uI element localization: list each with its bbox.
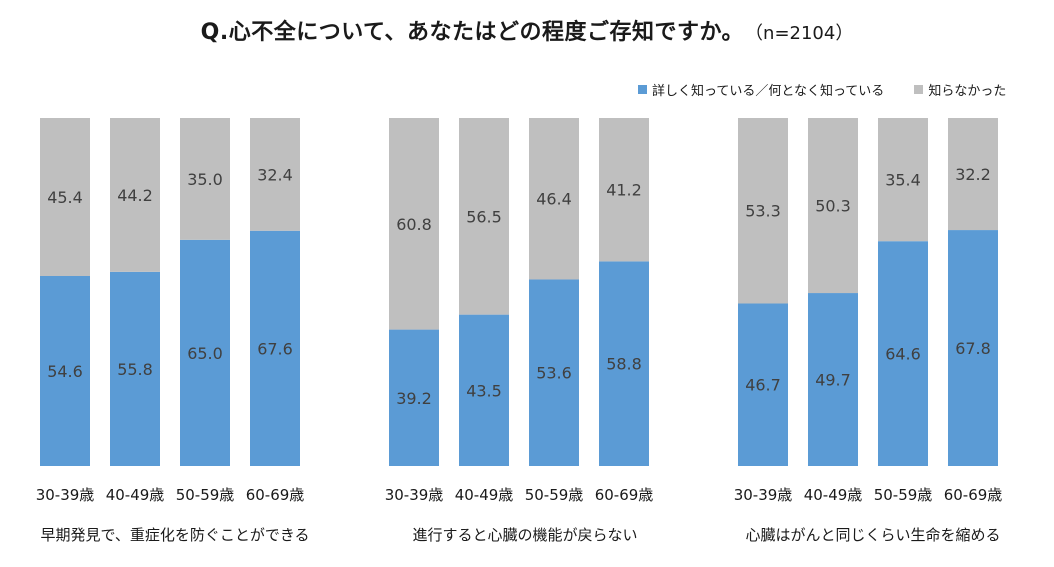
category-label-g3-3: 50-59歳: [874, 486, 933, 504]
category-label-g1-3: 50-59歳: [176, 486, 235, 504]
question-text: Q.心不全について、あなたはどの程度ご存知ですか。: [200, 20, 745, 45]
group-title-2: 進行すると心臓の機能が戻らない: [412, 526, 637, 544]
bar-known-g2-3: [529, 279, 579, 466]
bar-unknown-g1-1: [40, 118, 90, 276]
bar-known-g1-1: [40, 275, 90, 466]
label-known-g3-1: 46.7: [745, 376, 781, 395]
bar-known-g3-4: [948, 230, 998, 466]
label-known-g2-2: 43.5: [466, 381, 502, 400]
label-unknown-g3-3: 35.4: [885, 171, 921, 190]
label-unknown-g3-4: 32.2: [955, 165, 991, 184]
bar-unknown-g3-2: [808, 118, 858, 294]
bar-unknown-g3-3: [878, 118, 928, 242]
label-unknown-g2-1: 60.8: [396, 215, 432, 234]
bar-unknown-g2-2: [459, 118, 509, 315]
legend-swatch-unknown: [914, 85, 924, 94]
category-label-g2-2: 40-49歳: [455, 486, 514, 504]
bar-known-g3-3: [878, 241, 928, 466]
category-label-g1-2: 40-49歳: [106, 486, 165, 504]
category-label-g3-2: 40-49歳: [804, 486, 863, 504]
label-known-g2-4: 58.8: [606, 355, 642, 374]
bar-unknown-g3-1: [738, 118, 788, 304]
label-unknown-g3-1: 53.3: [745, 202, 781, 221]
chart-title: Q.心不全について、あなたはどの程度ご存知ですか。 （n=2104）: [0, 14, 1054, 46]
label-unknown-g1-4: 32.4: [257, 165, 293, 184]
bar-known-g2-4: [599, 261, 649, 466]
label-known-g2-3: 53.6: [536, 364, 572, 383]
bar-unknown-g2-4: [599, 118, 649, 262]
legend-item-known: 詳しく知っている／何となく知っている: [638, 80, 884, 99]
label-known-g3-3: 64.6: [885, 345, 921, 364]
legend-swatch-known: [638, 85, 647, 94]
bar-unknown-g3-4: [948, 118, 998, 231]
category-label-g2-4: 60-69歳: [595, 486, 654, 504]
bar-known-g1-4: [250, 230, 300, 466]
label-known-g3-2: 49.7: [815, 371, 851, 390]
label-known-g3-4: 67.8: [955, 339, 991, 358]
bar-known-g2-1: [389, 329, 439, 466]
sample-size: （n=2104）: [754, 23, 854, 44]
label-known-g1-2: 55.8: [117, 360, 153, 379]
label-unknown-g3-2: 50.3: [815, 197, 851, 216]
label-unknown-g1-2: 44.2: [117, 186, 153, 205]
bar-known-g3-2: [808, 293, 858, 466]
bar-unknown-g2-1: [389, 118, 439, 330]
group-title-3: 心臓はがんと同じくらい生命を縮める: [745, 526, 1000, 544]
category-label-g2-3: 50-59歳: [525, 486, 584, 504]
category-label-g2-1: 30-39歳: [385, 486, 444, 504]
bar-unknown-g1-3: [180, 118, 230, 240]
category-label-g3-1: 30-39歳: [734, 486, 793, 504]
bar-unknown-g1-2: [110, 118, 160, 272]
category-label-g3-4: 60-69歳: [944, 486, 1003, 504]
bar-known-g2-2: [459, 314, 509, 466]
bar-known-g1-2: [110, 271, 160, 466]
label-known-g1-4: 67.6: [257, 339, 293, 358]
category-label-g1-1: 30-39歳: [36, 486, 95, 504]
label-known-g1-1: 54.6: [47, 362, 83, 381]
legend-label-unknown: 知らなかった: [928, 84, 1007, 99]
label-unknown-g2-3: 46.4: [536, 190, 572, 209]
label-unknown-g1-1: 45.4: [47, 188, 83, 207]
legend-label-known: 詳しく知っている／何となく知っている: [652, 84, 885, 99]
label-known-g1-3: 65.0: [187, 344, 223, 363]
label-unknown-g1-3: 35.0: [187, 170, 223, 189]
bar-unknown-g2-3: [529, 118, 579, 280]
label-unknown-g2-4: 41.2: [606, 181, 642, 200]
group-title-1: 早期発見で、重症化を防ぐことができる: [40, 526, 309, 544]
legend: 詳しく知っている／何となく知っている 知らなかった: [638, 80, 1036, 99]
label-known-g2-1: 39.2: [396, 389, 432, 408]
category-label-g1-4: 60-69歳: [246, 486, 305, 504]
label-unknown-g2-2: 56.5: [466, 207, 502, 226]
bar-unknown-g1-4: [250, 118, 300, 231]
bar-known-g3-1: [738, 303, 788, 466]
bar-known-g1-3: [180, 239, 230, 466]
legend-item-unknown: 知らなかった: [914, 80, 1006, 99]
